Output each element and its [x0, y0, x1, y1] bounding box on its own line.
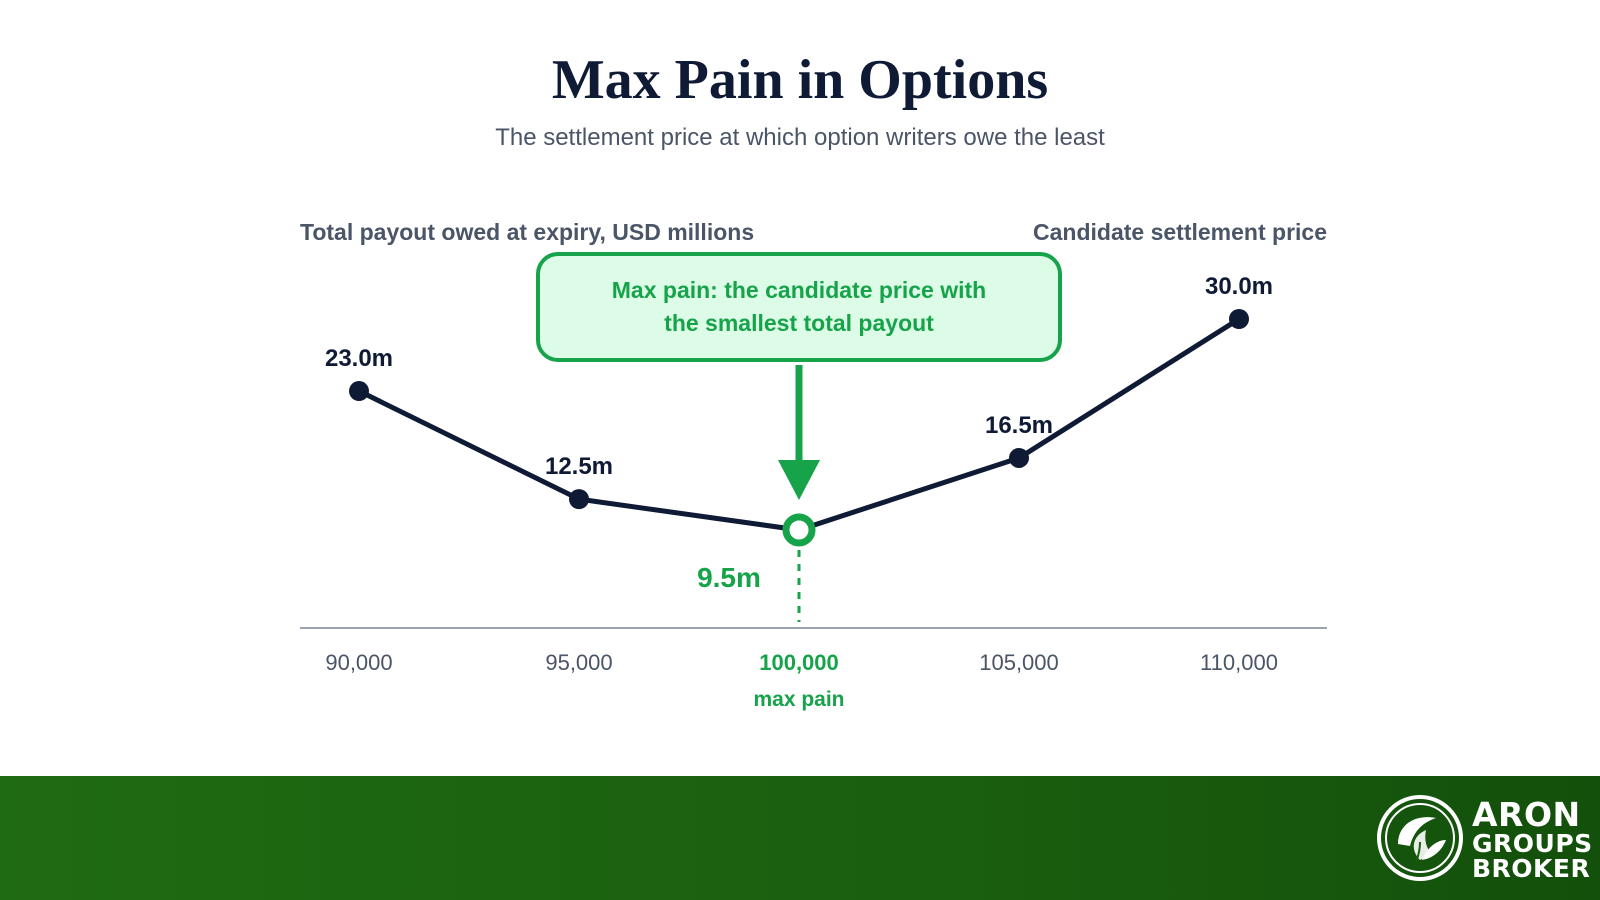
brand-logo: ARON GROUPS BROKER [1376, 794, 1592, 882]
max-pain-callout: Max pain: the candidate price with the s… [536, 252, 1062, 362]
data-label: 23.0m [325, 345, 393, 372]
callout-line-1: Max pain: the candidate price with [611, 277, 987, 303]
x-axis-label: Candidate settlement price [1033, 219, 1327, 245]
x-tick-label: 100,000 [759, 650, 839, 675]
x-tick-label: 110,000 [1200, 650, 1278, 675]
x-tick-label: 95,000 [545, 650, 612, 675]
brand-line-2: GROUPS [1472, 829, 1593, 858]
brand-line-1: ARON [1472, 795, 1581, 834]
data-point [349, 381, 369, 402]
data-point-max-pain [782, 513, 816, 547]
footer-banner [0, 776, 1600, 900]
x-tick-label: 90,000 [325, 650, 392, 675]
callout-line-2: the smallest total payout [664, 310, 934, 336]
max-pain-tick-note: max pain [753, 688, 844, 711]
y-axis-label: Total payout owed at expiry, USD million… [300, 219, 755, 245]
x-tick-label: 105,000 [979, 650, 1059, 675]
chart-subtitle: The settlement price at which option wri… [495, 124, 1105, 151]
data-point [1009, 447, 1029, 468]
leaf-emblem-icon [1377, 795, 1463, 881]
chart-canvas: 23.0m 90,000 12.5m 95,000 9.5m 100,000 16.5m 10… [300, 273, 1327, 711]
callout-arrow-head [778, 460, 820, 500]
data-label: 12.5m [545, 453, 613, 480]
data-label: 30.0m [1205, 273, 1273, 300]
data-point [569, 489, 589, 510]
chart-title: Max Pain in Options [551, 49, 1049, 111]
data-point [1229, 309, 1249, 329]
data-label: 9.5m [697, 562, 761, 593]
brand-line-3: BROKER [1472, 854, 1591, 883]
data-label: 16.5m [985, 412, 1053, 439]
